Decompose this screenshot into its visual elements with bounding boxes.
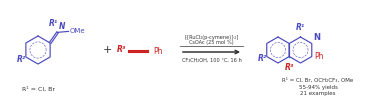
Text: R²: R² bbox=[258, 54, 267, 63]
Text: R¹ = Cl, Br, OCH₂CF₃, OMe: R¹ = Cl, Br, OCH₂CF₃, OMe bbox=[282, 77, 354, 83]
Text: [{RuCl₂(p-cymene)}₂]: [{RuCl₂(p-cymene)}₂] bbox=[184, 35, 239, 39]
Text: N: N bbox=[313, 34, 320, 43]
Text: OMe: OMe bbox=[70, 28, 85, 34]
Text: R³: R³ bbox=[116, 45, 125, 55]
Text: N: N bbox=[59, 22, 65, 31]
Text: Ph: Ph bbox=[314, 52, 323, 61]
Text: 21 examples: 21 examples bbox=[300, 90, 336, 96]
Text: R³: R³ bbox=[285, 64, 294, 73]
Text: R¹: R¹ bbox=[49, 19, 58, 28]
Text: CF₃CH₂OH, 100 °C, 16 h: CF₃CH₂OH, 100 °C, 16 h bbox=[181, 57, 242, 63]
Text: CsOAc (25 mol %): CsOAc (25 mol %) bbox=[189, 40, 234, 45]
Text: Ph: Ph bbox=[153, 46, 163, 56]
Text: R¹ = Cl, Br: R¹ = Cl, Br bbox=[22, 86, 54, 92]
Text: R¹: R¹ bbox=[296, 23, 305, 32]
Text: R²: R² bbox=[17, 55, 26, 64]
Text: +: + bbox=[102, 45, 112, 55]
Text: 55-94% yields: 55-94% yields bbox=[299, 85, 338, 89]
